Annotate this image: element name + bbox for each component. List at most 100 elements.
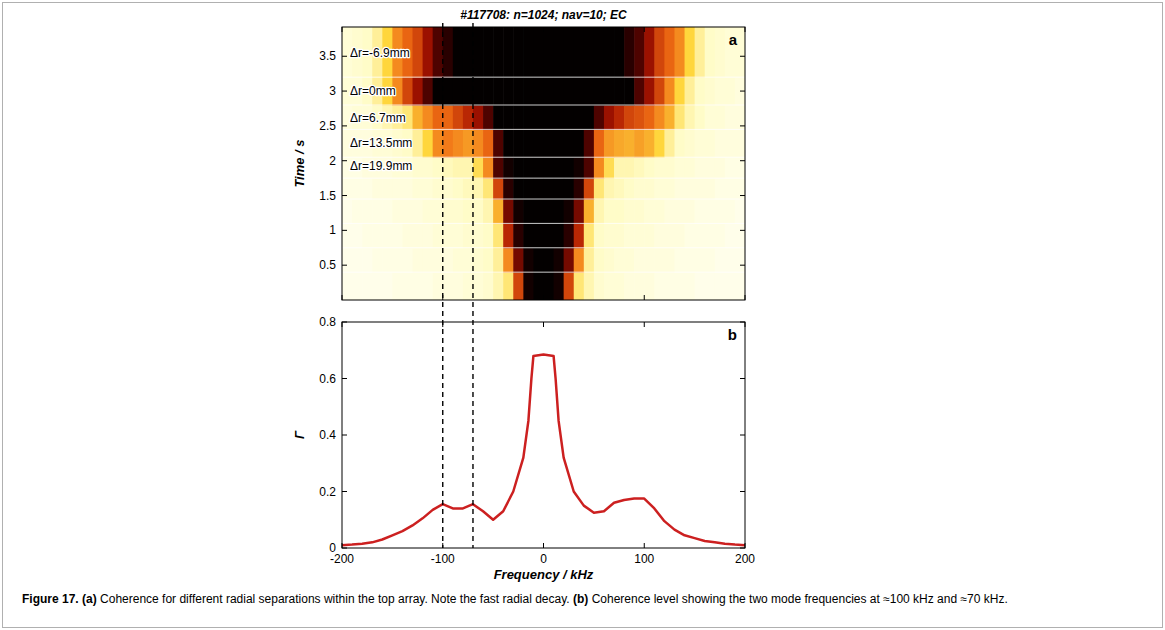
heatmap-cell bbox=[574, 223, 585, 248]
heatmap-cell bbox=[544, 157, 555, 178]
heatmap-cell bbox=[352, 223, 363, 248]
y-tick bbox=[342, 160, 347, 161]
heatmap-cell bbox=[392, 178, 403, 199]
heatmap-cell bbox=[695, 178, 706, 199]
x-tick bbox=[745, 322, 746, 327]
heatmap-cell bbox=[634, 77, 645, 105]
heatmap-cell bbox=[685, 129, 696, 157]
x-tick bbox=[644, 27, 645, 32]
heatmap-cell bbox=[594, 129, 605, 157]
heatmap-cell bbox=[493, 248, 504, 273]
heatmap-cell bbox=[674, 223, 685, 248]
heatmap-cell bbox=[513, 199, 524, 224]
heatmap-cell bbox=[584, 272, 595, 300]
title: #117708: n=1024; nav=10; EC bbox=[460, 8, 627, 22]
heatmap-cell bbox=[483, 27, 494, 78]
heatmap-cell bbox=[664, 199, 675, 224]
heatmap-cell bbox=[493, 178, 504, 199]
heatmap-cell bbox=[705, 223, 716, 248]
heatmap-cell bbox=[402, 178, 413, 199]
heatmap-cell bbox=[594, 157, 605, 178]
heatmap-cell bbox=[735, 223, 745, 248]
heatmap-cell bbox=[413, 248, 424, 273]
heatmap-cell bbox=[695, 223, 706, 248]
heatmap-cell bbox=[523, 272, 534, 300]
x-tick-label: 0 bbox=[540, 552, 547, 566]
heatmap-cell bbox=[342, 199, 353, 224]
segment-boundary bbox=[342, 105, 745, 106]
heatmap-cell bbox=[715, 223, 726, 248]
x-tick bbox=[543, 543, 544, 548]
heatmap-cell bbox=[584, 178, 595, 199]
heatmap-cell bbox=[523, 77, 534, 105]
heatmap-cell bbox=[644, 129, 655, 157]
heatmap-cell bbox=[604, 27, 615, 78]
heatmap-cell bbox=[413, 272, 424, 300]
heatmap-cell bbox=[674, 77, 685, 105]
heatmap-cell bbox=[372, 272, 383, 300]
heatmap-cell bbox=[463, 27, 474, 78]
heatmap-cell bbox=[685, 105, 696, 130]
heatmap-cell bbox=[584, 129, 595, 157]
heatmap-cell bbox=[614, 178, 625, 199]
heatmap-cell bbox=[544, 272, 555, 300]
heatmap-cell bbox=[533, 129, 544, 157]
y-tick bbox=[740, 491, 745, 492]
heatmap-cell bbox=[715, 105, 726, 130]
heatmap-cell bbox=[564, 272, 575, 300]
y-tick bbox=[342, 56, 347, 57]
heatmap-cell bbox=[695, 77, 706, 105]
heatmap-cell bbox=[352, 199, 363, 224]
heatmap-cell bbox=[604, 248, 615, 273]
heatmap-cell bbox=[715, 199, 726, 224]
y-tick bbox=[342, 548, 347, 549]
heatmap-cell bbox=[523, 248, 534, 273]
heatmap-cell bbox=[594, 178, 605, 199]
heatmap-cell bbox=[453, 248, 464, 273]
heatmap-cell bbox=[674, 178, 685, 199]
y-tick bbox=[342, 125, 347, 126]
heatmap-cell bbox=[513, 157, 524, 178]
heatmap-cell bbox=[705, 272, 716, 300]
x-axis-title: Frequency / kHz bbox=[494, 567, 594, 582]
heatmap-cell bbox=[483, 248, 494, 273]
figure-frame bbox=[3, 3, 1163, 628]
heatmap-cell bbox=[463, 178, 474, 199]
heatmap-cell bbox=[695, 27, 706, 78]
heatmap-cell bbox=[413, 27, 424, 78]
heatmap-cell bbox=[634, 272, 645, 300]
heatmap-cell bbox=[554, 199, 565, 224]
heatmap-cell bbox=[413, 157, 424, 178]
heatmap-cell bbox=[544, 27, 555, 78]
heatmap-cell bbox=[674, 129, 685, 157]
heatmap-cell bbox=[544, 129, 555, 157]
heatmap-cell bbox=[725, 223, 736, 248]
heatmap-cell bbox=[674, 27, 685, 78]
heatmap-cell bbox=[715, 77, 726, 105]
heatmap-cell bbox=[725, 178, 736, 199]
heatmap-cell bbox=[554, 105, 565, 130]
heatmap-cell bbox=[644, 27, 655, 78]
heatmap-cell bbox=[493, 129, 504, 157]
heatmap-cell bbox=[453, 27, 464, 78]
heatmap-cell bbox=[674, 157, 685, 178]
heatmap-cell bbox=[594, 105, 605, 130]
heatmap-cell bbox=[463, 248, 474, 273]
x-tick bbox=[745, 543, 746, 548]
heatmap-cell bbox=[493, 199, 504, 224]
heatmap-cell bbox=[614, 27, 625, 78]
heatmap-cell bbox=[503, 248, 514, 273]
heatmap-cell bbox=[423, 248, 434, 273]
heatmap-cell bbox=[624, 199, 635, 224]
heatmap-cell bbox=[392, 248, 403, 273]
heatmap-cell bbox=[685, 27, 696, 78]
y-tick-label: 3.5 bbox=[319, 49, 336, 63]
segment-boundary bbox=[342, 77, 745, 78]
heatmap-cell bbox=[644, 223, 655, 248]
heatmap-cell bbox=[382, 178, 393, 199]
heatmap-cell bbox=[654, 272, 665, 300]
heatmap-cell bbox=[584, 77, 595, 105]
heatmap-cell bbox=[654, 129, 665, 157]
panel-label: b bbox=[728, 326, 737, 343]
caption-label: Figure 17. bbox=[22, 592, 79, 606]
